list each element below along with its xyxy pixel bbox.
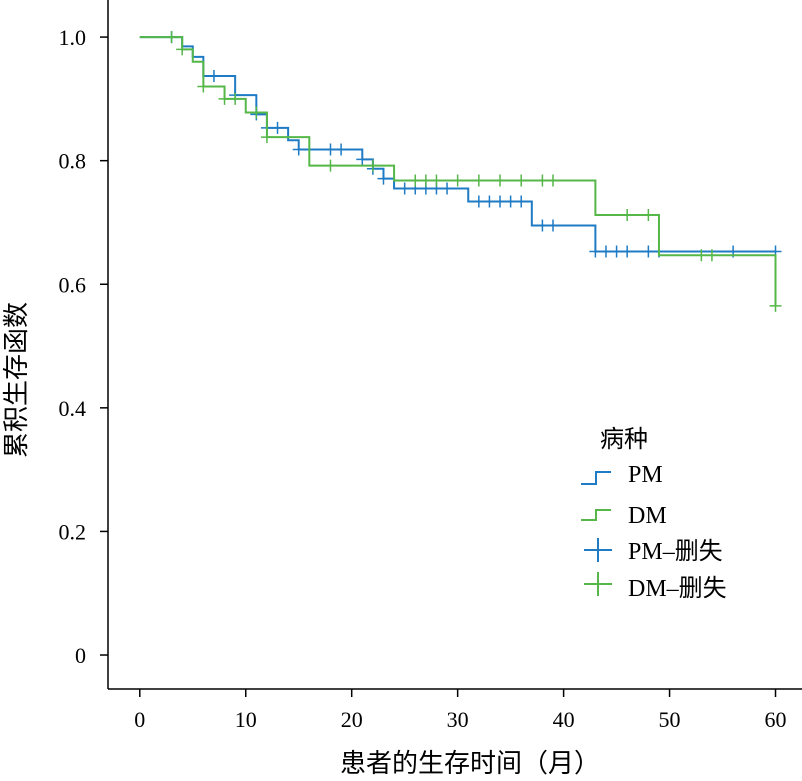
legend-label-dm: DM xyxy=(628,503,667,529)
censor-mark-dm xyxy=(547,174,560,187)
legend: 病种 PM DM PM–删失 DM–删失 xyxy=(581,425,727,602)
censor-mark-pm xyxy=(621,245,634,258)
y-tick-label: 0.2 xyxy=(59,519,87,544)
censor-mark-dm xyxy=(621,209,634,222)
x-tick-label: 20 xyxy=(341,707,363,732)
censor-mark-dm xyxy=(165,31,178,44)
censor-mark-pm xyxy=(610,245,623,258)
censor-mark-pm xyxy=(377,172,390,185)
x-tick-label: 30 xyxy=(447,707,469,732)
y-tick-label: 0.6 xyxy=(59,272,87,297)
censor-mark-dm xyxy=(451,174,464,187)
censor-mark-dm xyxy=(494,174,507,187)
censor-mark-pm xyxy=(292,143,305,156)
censor-mark-dm xyxy=(250,106,263,119)
censor-mark-dm xyxy=(197,80,210,93)
censor-mark-pm xyxy=(589,245,602,258)
censor-mark-pm xyxy=(494,195,507,208)
legend-item-pm-censored: PM–删失 xyxy=(584,538,723,565)
censor-mark-dm xyxy=(324,159,337,172)
legend-item-dm-censored: DM–删失 xyxy=(584,572,727,602)
x-tick-label: 60 xyxy=(765,707,787,732)
censor-mark-dm xyxy=(695,249,708,262)
x-axis-title: 患者的生存时间（月） xyxy=(340,749,600,779)
censor-mark-pm xyxy=(398,182,411,195)
censor-mark-pm xyxy=(207,70,220,83)
censor-mark-pm xyxy=(335,143,348,156)
x-tick-label: 40 xyxy=(553,707,575,732)
legend-swatch-pm xyxy=(581,471,611,485)
legend-label-pm: PM xyxy=(628,462,663,488)
censor-mark-pm xyxy=(472,195,485,208)
x-tick-label: 10 xyxy=(235,707,257,732)
legend-item-dm: DM xyxy=(581,503,667,529)
y-axis-title: 累积生存函数 xyxy=(2,302,32,458)
censor-mark-dm xyxy=(536,174,549,187)
legend-title: 病种 xyxy=(600,425,648,453)
censor-mark-dm xyxy=(642,209,655,222)
censor-mark-dm xyxy=(229,92,242,105)
y-ticks: 0 0.2 0.4 0.6 0.8 1.0 xyxy=(59,25,108,668)
censor-mark-dm xyxy=(260,131,273,144)
legend-item-pm: PM xyxy=(581,462,663,488)
x-tick-label: 0 xyxy=(134,707,145,732)
censor-mark-dm xyxy=(409,174,422,187)
legend-label-dm-censored: DM–删失 xyxy=(628,575,727,602)
series-layer xyxy=(139,31,782,312)
legend-marker-dm-censored xyxy=(584,572,612,596)
y-tick-label: 0 xyxy=(75,643,86,668)
y-tick-label: 1.0 xyxy=(59,25,87,50)
censor-mark-dm xyxy=(472,174,485,187)
censor-mark-dm xyxy=(419,174,432,187)
y-tick-label: 0.8 xyxy=(59,149,87,174)
censor-mark-pm xyxy=(441,182,454,195)
y-tick-label: 0.4 xyxy=(59,396,87,421)
legend-marker-pm-censored xyxy=(584,538,612,562)
censor-mark-dm xyxy=(769,299,782,312)
censor-mark-dm xyxy=(430,174,443,187)
censor-mark-pm xyxy=(642,245,655,258)
censor-mark-dm xyxy=(515,174,528,187)
censor-mark-dm xyxy=(705,249,718,262)
x-ticks: 0 10 20 30 40 50 60 xyxy=(134,689,787,732)
censor-mark-pm xyxy=(547,219,560,232)
censor-mark-pm xyxy=(483,195,496,208)
censor-mark-dm xyxy=(218,92,231,105)
series-line-dm xyxy=(139,36,777,306)
censor-mark-pm xyxy=(271,121,284,134)
censor-mark-dm xyxy=(366,159,379,172)
censor-mark-pm xyxy=(536,219,549,232)
censor-mark-pm xyxy=(599,245,612,258)
series-line-pm xyxy=(139,36,776,253)
censor-mark-pm xyxy=(356,153,369,166)
censor-mark-pm xyxy=(504,195,517,208)
axes: 0 10 20 30 40 50 60 0 0.2 0.4 0.6 0.8 1.0 xyxy=(59,0,802,732)
x-tick-label: 50 xyxy=(659,707,681,732)
censor-mark-pm xyxy=(324,143,337,156)
censor-mark-pm xyxy=(515,195,528,208)
legend-label-pm-censored: PM–删失 xyxy=(628,538,723,565)
legend-swatch-dm xyxy=(581,509,611,521)
censor-mark-dm xyxy=(176,43,189,56)
